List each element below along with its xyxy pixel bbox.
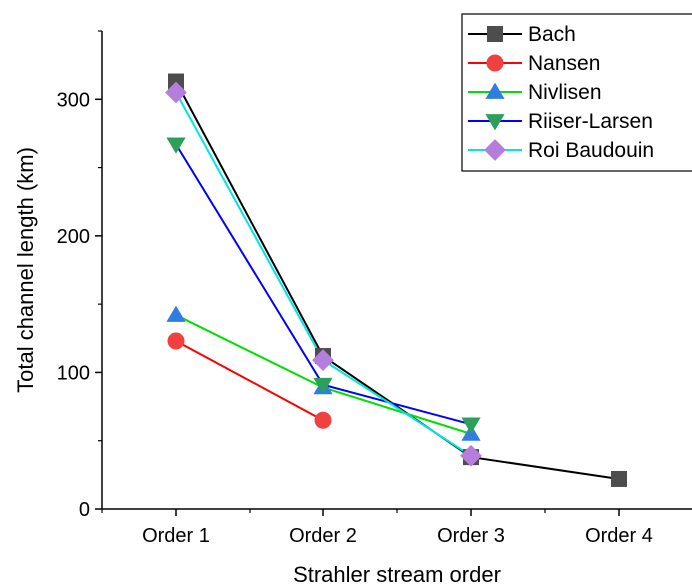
x-tick-label: Order 4 [585,525,653,547]
data-point-bach [611,470,627,487]
legend-label-bach: Bach [528,23,576,46]
data-point-riiser-larsen [313,377,333,395]
series-line-roi-baudouin [175,91,472,457]
legend-marker-nansen [486,54,504,72]
data-point-nansen [314,411,332,429]
legend-label-riiser-larsen: Riiser-Larsen [528,110,653,133]
y-tick-label: 200 [57,226,90,248]
legend-label-nivlisen: Nivlisen [528,81,602,104]
legend-marker-roi-baudouin [484,139,506,161]
legend-marker-nivlisen [485,82,505,99]
y-tick-label: 100 [57,362,90,384]
data-point-roi-baudouin [312,349,334,372]
data-point-roi-baudouin [460,444,482,467]
data-point-bach [168,73,184,90]
legend-label-roi-baudouin: Roi Baudouin [528,139,654,162]
series-markers [165,73,627,487]
legend-marker-riiser-larsen [485,114,505,131]
data-point-nansen [167,332,185,350]
series-line-nansen [175,340,324,422]
data-point-riiser-larsen [461,417,481,434]
y-axis-title: Total channel length (km) [13,147,38,393]
data-point-nivlisen [166,305,186,322]
ticks: 0 100 200 300 Order 1 Order 2 Order 3 Order 4 [57,30,653,547]
data-point-riiser-larsen [166,137,186,154]
y-tick-label: 300 [57,89,90,111]
legend-label-nansen: Nansen [528,52,600,75]
legend: Bach Nansen Nivlisen Riiser-Larsen Roi Baudo… [461,13,692,172]
y-tick-label: 0 [79,499,90,521]
x-axis-title: Strahler stream order [293,562,501,587]
x-tick-label: Order 1 [142,525,210,547]
series-line-bach [175,81,620,480]
legend-marker-bach [487,26,503,42]
x-tick-label: Order 3 [437,525,505,547]
data-point-roi-baudouin [165,81,187,104]
x-tick-label: Order 2 [289,525,357,547]
